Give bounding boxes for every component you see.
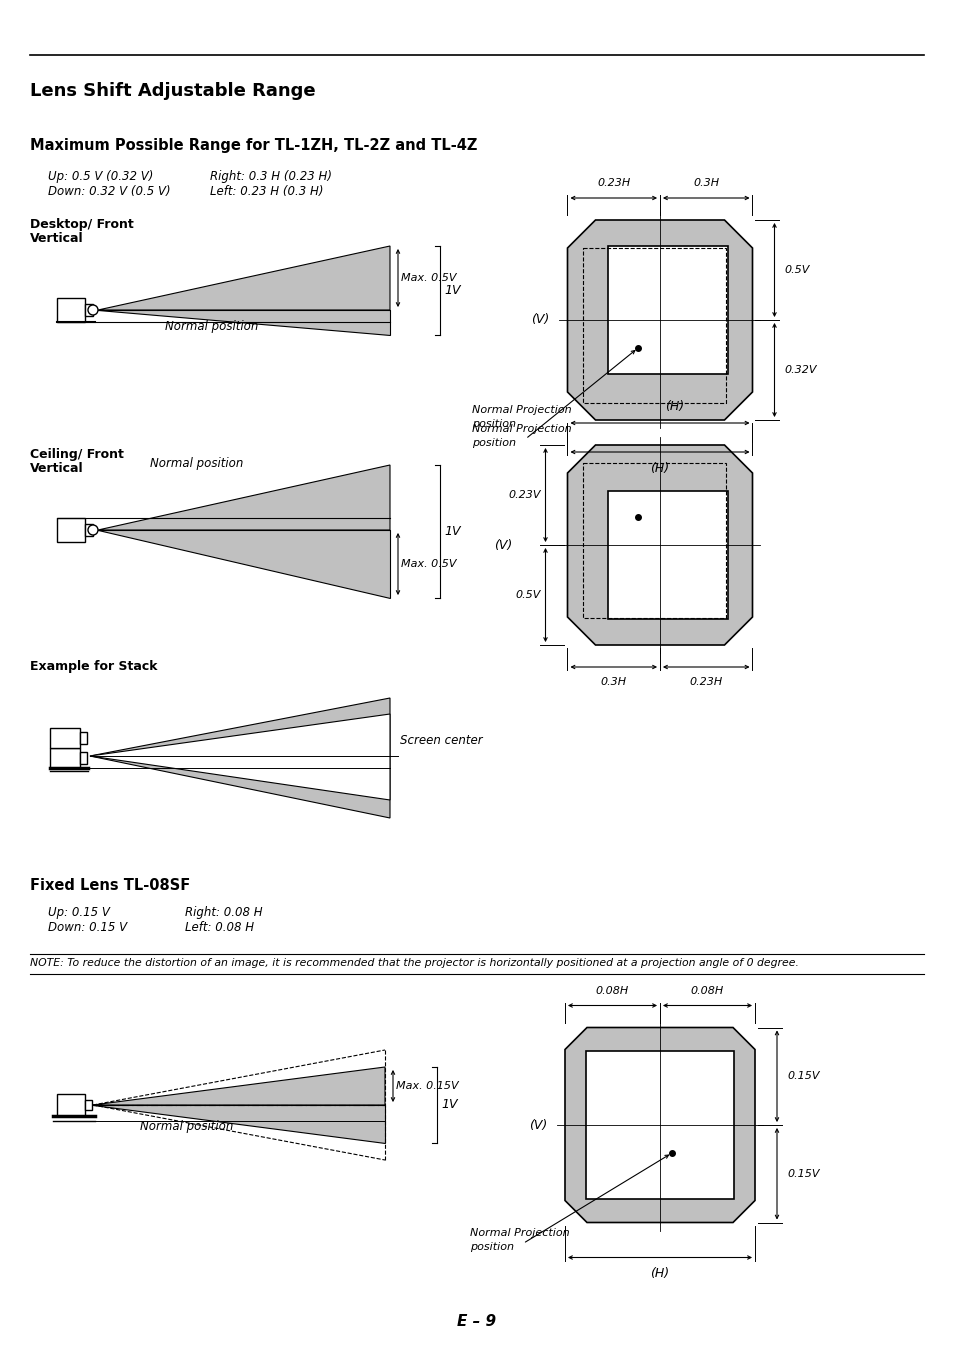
Text: Normal position: Normal position [150, 457, 243, 470]
Text: Lens Shift Adjustable Range: Lens Shift Adjustable Range [30, 82, 315, 100]
Text: 0.15V: 0.15V [786, 1169, 819, 1179]
Polygon shape [567, 220, 752, 420]
Text: 0.08H: 0.08H [690, 985, 723, 996]
Text: Normal position: Normal position [140, 1120, 233, 1133]
Text: position: position [472, 438, 516, 449]
Text: 0.32V: 0.32V [783, 365, 816, 376]
Text: position: position [472, 419, 516, 430]
Text: Normal Projection: Normal Projection [472, 405, 572, 415]
Text: 0.23V: 0.23V [507, 490, 540, 500]
Text: Vertical: Vertical [30, 232, 84, 245]
Text: E – 9: E – 9 [456, 1315, 497, 1329]
Text: (V): (V) [531, 313, 549, 327]
Polygon shape [92, 1067, 385, 1105]
Bar [57, 517, 85, 542]
Text: Max. 0.5V: Max. 0.5V [400, 273, 456, 282]
Polygon shape [98, 246, 390, 309]
Polygon shape [90, 698, 390, 817]
Text: (H): (H) [650, 462, 669, 476]
Bar [80, 753, 87, 765]
Text: Down: 0.32 V (0.5 V): Down: 0.32 V (0.5 V) [48, 185, 171, 199]
Bar [607, 490, 727, 619]
Text: (V): (V) [494, 539, 512, 551]
Bar [50, 728, 80, 748]
Polygon shape [90, 713, 390, 800]
Text: 0.23H: 0.23H [597, 178, 630, 188]
Text: Fixed Lens TL-08SF: Fixed Lens TL-08SF [30, 878, 190, 893]
Text: 1V: 1V [443, 526, 460, 538]
Text: Up: 0.5 V (0.32 V): Up: 0.5 V (0.32 V) [48, 170, 153, 182]
Circle shape [88, 526, 98, 535]
Bar [85, 304, 92, 316]
Polygon shape [98, 530, 390, 598]
Polygon shape [567, 444, 752, 644]
Text: Left: 0.08 H: Left: 0.08 H [185, 921, 253, 934]
Text: 1V: 1V [440, 1098, 457, 1112]
Text: 0.3H: 0.3H [600, 677, 626, 688]
Text: Desktop/ Front: Desktop/ Front [30, 218, 133, 231]
Text: Maximum Possible Range for TL-1ZH, TL-2Z and TL-4Z: Maximum Possible Range for TL-1ZH, TL-2Z… [30, 138, 476, 153]
Text: 0.08H: 0.08H [596, 985, 628, 996]
Bar [583, 247, 726, 403]
Text: Right: 0.3 H (0.23 H): Right: 0.3 H (0.23 H) [210, 170, 332, 182]
Text: NOTE: To reduce the distortion of an image, it is recommended that the projector: NOTE: To reduce the distortion of an ima… [30, 958, 799, 969]
Text: Max. 0.15V: Max. 0.15V [395, 1081, 458, 1092]
Bar [80, 732, 87, 744]
Text: Ceiling/ Front: Ceiling/ Front [30, 449, 124, 461]
Bar [585, 1051, 733, 1198]
Bar [85, 1100, 91, 1111]
Text: Max. 0.5V: Max. 0.5V [400, 559, 456, 569]
Text: (H): (H) [650, 1267, 669, 1281]
Text: Normal Projection: Normal Projection [472, 424, 572, 434]
Text: Example for Stack: Example for Stack [30, 661, 157, 673]
Text: 0.5V: 0.5V [515, 590, 540, 600]
Bar [57, 1094, 85, 1116]
Text: Normal Projection: Normal Projection [470, 1228, 569, 1239]
Bar [583, 462, 726, 617]
Text: (H): (H) [665, 400, 684, 413]
Text: (V): (V) [528, 1119, 546, 1132]
Text: 0.23H: 0.23H [689, 677, 722, 688]
Text: 0.3H: 0.3H [693, 178, 719, 188]
Bar [85, 524, 92, 536]
Text: Right: 0.08 H: Right: 0.08 H [185, 907, 262, 919]
Text: Vertical: Vertical [30, 462, 84, 476]
Text: Down: 0.15 V: Down: 0.15 V [48, 921, 127, 934]
Text: 0.15V: 0.15V [786, 1071, 819, 1081]
Polygon shape [98, 465, 390, 530]
Text: 0.5V: 0.5V [783, 265, 809, 276]
Polygon shape [564, 1028, 754, 1223]
Text: 1V: 1V [443, 284, 460, 297]
Text: Normal position: Normal position [165, 320, 258, 332]
Bar [57, 299, 85, 322]
Polygon shape [92, 1105, 385, 1143]
Circle shape [88, 305, 98, 315]
Bar [50, 748, 80, 767]
Text: position: position [470, 1243, 514, 1252]
Text: Up: 0.15 V: Up: 0.15 V [48, 907, 110, 919]
Text: Screen center: Screen center [399, 734, 482, 747]
Bar [607, 246, 727, 374]
Text: Left: 0.23 H (0.3 H): Left: 0.23 H (0.3 H) [210, 185, 323, 199]
Polygon shape [98, 309, 390, 335]
